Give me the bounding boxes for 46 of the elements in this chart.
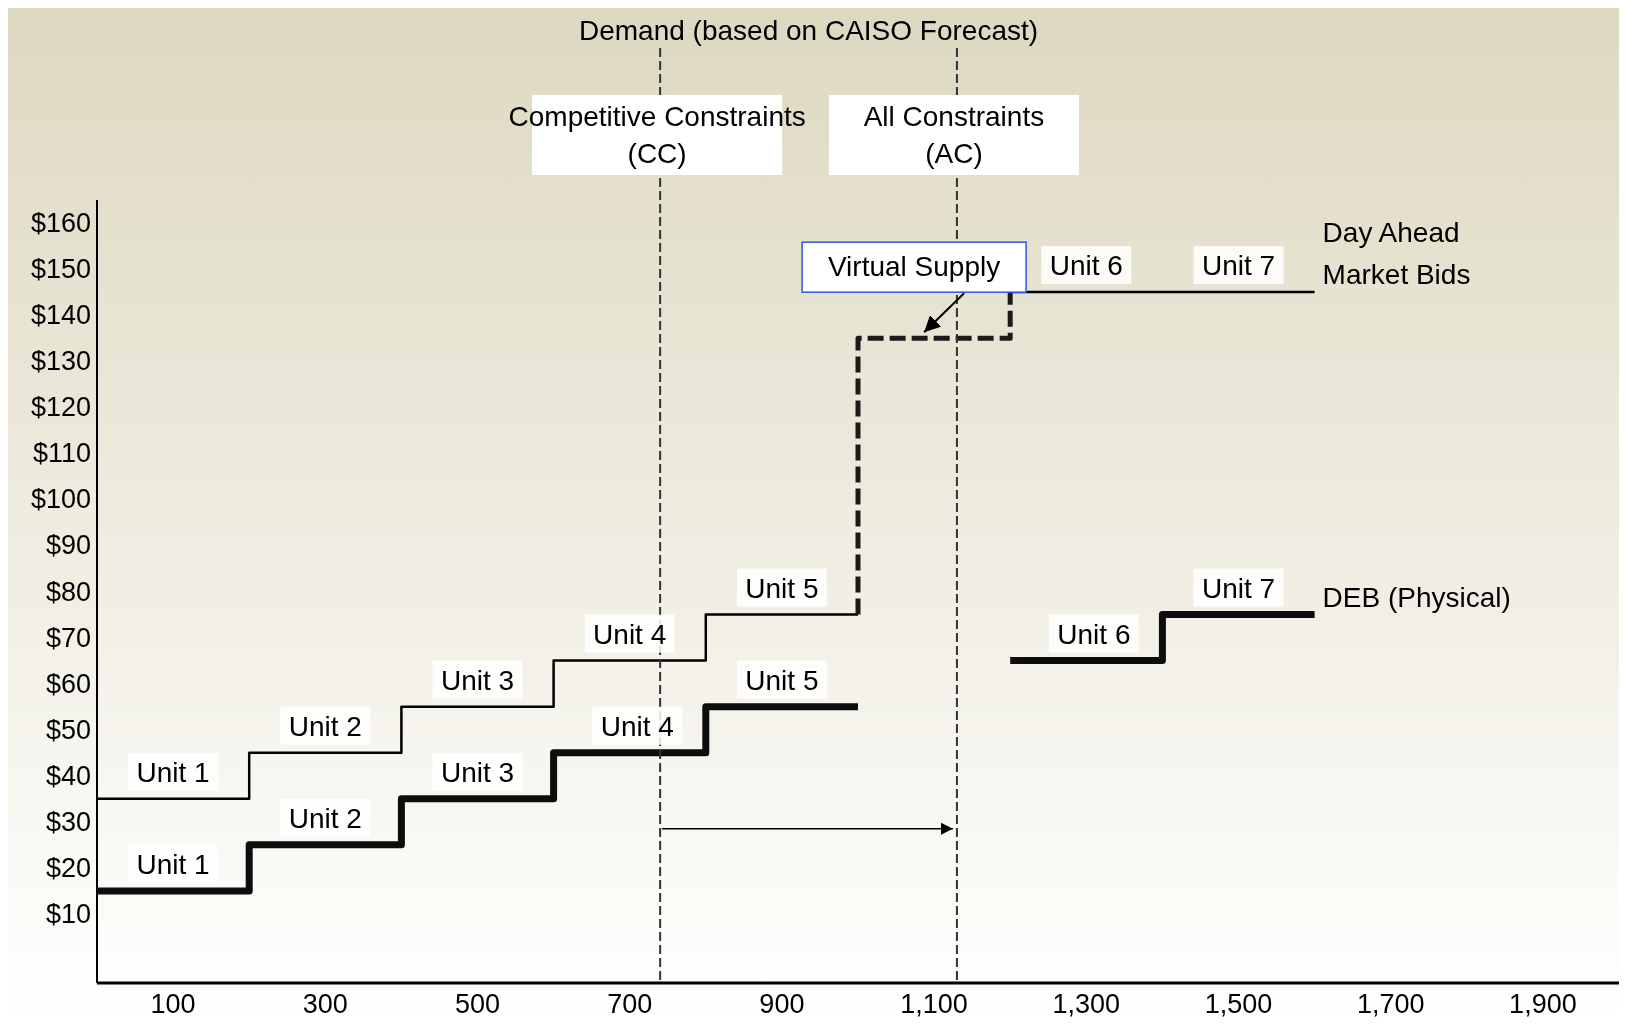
y-tick-label: $140 <box>30 300 91 331</box>
x-tick-label: 1,700 <box>1356 989 1425 1019</box>
y-tick-label: $10 <box>45 898 91 929</box>
y-tick-label: $50 <box>45 714 91 745</box>
y-tick-label: $160 <box>30 208 91 239</box>
y-tick-label: $80 <box>45 576 91 607</box>
y-tick-label: $100 <box>30 484 91 515</box>
annotation: Unit 2 <box>288 710 362 742</box>
annotation: Unit 6 <box>1049 250 1123 282</box>
series-label: Day Ahead Market Bids <box>1322 217 1471 291</box>
y-tick-label: $60 <box>45 668 91 699</box>
x-tick-label: 1,900 <box>1509 989 1577 1019</box>
x-tick-label: 1,500 <box>1204 989 1273 1019</box>
annotation: Unit 6 <box>1057 618 1131 650</box>
y-tick-label: $40 <box>45 760 91 791</box>
x-tick-label: 700 <box>607 989 653 1019</box>
annotation: Unit 7 <box>1201 572 1276 604</box>
text: Demand (based on CAISO Forecast) <box>578 15 1039 46</box>
ref-line-label: Competitive Constraints (CC) <box>508 101 806 169</box>
annotation: Unit 4 <box>600 710 674 742</box>
y-tick-label: $120 <box>30 392 91 423</box>
y-tick-label: $110 <box>32 438 91 469</box>
annotation: Unit 3 <box>440 664 515 696</box>
annotation: Unit 7 <box>1201 250 1276 282</box>
x-tick-label: 1,300 <box>1052 989 1121 1019</box>
annotation: Unit 4 <box>593 618 667 650</box>
x-tick-label: 1,100 <box>900 989 968 1019</box>
x-tick-label: 500 <box>454 989 501 1019</box>
y-tick-label: $30 <box>45 806 91 837</box>
y-tick-label: $130 <box>30 346 91 377</box>
y-tick-label: $20 <box>45 852 91 883</box>
x-tick-label: 300 <box>302 989 348 1019</box>
ref-line-label: All Constraints (AC) <box>863 101 1045 169</box>
series-label: DEB (Physical) <box>1322 581 1511 613</box>
annotation: Unit 5 <box>745 664 819 696</box>
x-tick-label: 900 <box>759 989 805 1019</box>
x-tick-label: 100 <box>150 989 196 1019</box>
annotation: Unit 1 <box>136 756 210 788</box>
annotation: Unit 3 <box>440 756 515 788</box>
series-label: Virtual Supply <box>827 250 1001 282</box>
annotation: Unit 5 <box>745 572 819 604</box>
y-tick-label: $70 <box>45 622 91 653</box>
annotation: Unit 1 <box>136 848 210 880</box>
annotation: Unit 2 <box>288 802 362 834</box>
y-tick-label: $90 <box>45 530 91 561</box>
y-tick-label: $150 <box>30 254 91 285</box>
